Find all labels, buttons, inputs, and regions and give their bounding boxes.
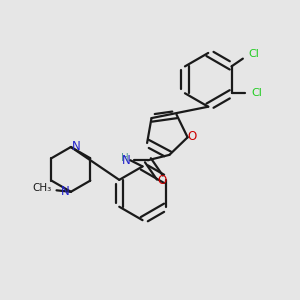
Text: Cl: Cl: [248, 50, 259, 59]
Text: N: N: [61, 185, 69, 198]
Text: H: H: [121, 154, 129, 164]
Text: O: O: [187, 130, 196, 143]
Text: Cl: Cl: [251, 88, 262, 98]
Text: O: O: [157, 174, 167, 187]
Text: N: N: [72, 140, 81, 153]
Text: CH₃: CH₃: [33, 183, 52, 193]
Text: N: N: [122, 154, 131, 167]
